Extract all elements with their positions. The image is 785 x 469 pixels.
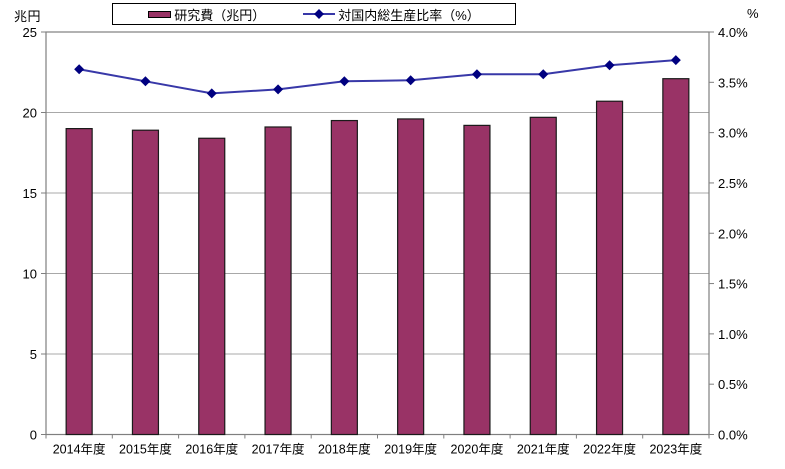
legend-item-gdp-ratio: 対国内総生産比率（%） — [303, 5, 480, 24]
left-axis-tick-label: 10 — [23, 267, 37, 282]
x-axis-category-label: 2019年度 — [384, 442, 437, 457]
bar-2022年度 — [595, 100, 624, 436]
legend-item-research-expenditure: 研究費（兆円） — [148, 5, 265, 24]
x-axis-category-label: 2023年度 — [649, 442, 702, 457]
x-axis-category-label: 2021年度 — [517, 442, 570, 457]
left-axis-tick-label: 15 — [23, 186, 37, 201]
diamond-marker-2015年度 — [140, 76, 151, 87]
right-axis-tick-label: 3.0% — [718, 126, 748, 141]
diamond-marker-2014年度 — [74, 64, 85, 75]
line-diamond-icon — [303, 9, 336, 19]
right-axis-tick-label: 2.5% — [718, 176, 748, 191]
x-axis-category-label: 2014年度 — [53, 442, 106, 457]
bar-2023年度 — [662, 78, 690, 436]
x-axis-category-label: 2015年度 — [119, 442, 172, 457]
x-axis-category-label: 2022年度 — [583, 442, 636, 457]
left-axis-tick-label: 5 — [30, 347, 37, 362]
right-axis-tick-label: 4.0% — [718, 25, 748, 40]
bar-2016年度 — [198, 137, 226, 436]
right-axis-tick-label: 0.0% — [718, 428, 748, 443]
bar-2017年度 — [264, 126, 292, 436]
diamond-marker-2016年度 — [206, 88, 217, 99]
left-axis-unit-label: 兆円 — [14, 9, 42, 24]
diamond-marker-2017年度 — [273, 84, 284, 95]
diamond-marker-2019年度 — [405, 75, 416, 86]
diamond-marker-2018年度 — [339, 76, 350, 87]
right-axis-tick-label: 2.0% — [718, 226, 748, 241]
legend-label-gdp-ratio: 対国内総生産比率（%） — [338, 7, 480, 23]
bar-2014年度 — [65, 128, 93, 436]
bar-2021年度 — [529, 116, 557, 436]
legend: 研究費（兆円） 対国内総生産比率（%） — [112, 3, 516, 25]
left-axis-tick-label: 0 — [30, 428, 37, 443]
bar-2019年度 — [397, 118, 425, 436]
diamond-marker-2020年度 — [471, 69, 482, 80]
diamond-marker-2021年度 — [538, 69, 549, 80]
right-axis-unit-label: % — [747, 6, 760, 21]
x-axis-category-label: 2018年度 — [318, 442, 371, 457]
bar-2018年度 — [330, 119, 358, 436]
x-axis-category-label: 2016年度 — [185, 442, 238, 457]
bar-2020年度 — [463, 124, 491, 436]
x-axis-category-label: 2017年度 — [252, 442, 305, 457]
x-axis-category-label: 2020年度 — [451, 442, 504, 457]
legend-label-research-expenditure: 研究費（兆円） — [174, 7, 266, 23]
left-axis-tick-label: 20 — [23, 106, 37, 121]
left-axis-tick-label: 25 — [23, 25, 37, 40]
right-axis-tick-label: 0.5% — [718, 377, 748, 392]
bar-2015年度 — [131, 129, 160, 436]
bar-swatch-icon — [148, 10, 172, 18]
diamond-marker-2022年度 — [604, 60, 615, 71]
diamond-marker-2023年度 — [670, 55, 681, 66]
gdp-ratio-line — [78, 59, 676, 95]
right-axis-tick-label: 1.5% — [718, 277, 748, 292]
right-axis-tick-label: 3.5% — [718, 75, 748, 90]
right-axis-tick-label: 1.0% — [718, 327, 748, 342]
